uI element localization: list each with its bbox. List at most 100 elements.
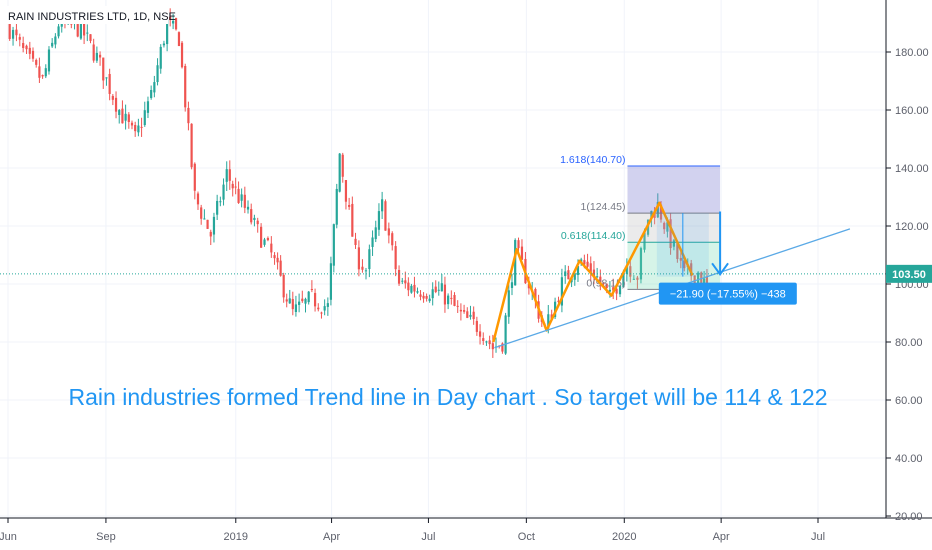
candle-body — [260, 226, 263, 248]
candle-body — [279, 260, 282, 276]
candle-body — [659, 204, 663, 220]
fib-level-label: 1(124.45) — [581, 201, 626, 213]
candle-body — [605, 283, 608, 289]
candle-body — [447, 295, 450, 305]
candle-body — [246, 206, 250, 210]
x-tick-label: 2019 — [224, 531, 248, 543]
candle-body — [450, 297, 453, 299]
y-tick-label: 40.00 — [895, 453, 923, 465]
candle-body — [250, 209, 253, 223]
candle-body — [44, 68, 47, 77]
candle-body — [243, 194, 246, 208]
candle-body — [25, 45, 28, 50]
candle-body — [51, 42, 54, 47]
candle-body — [341, 154, 344, 177]
candle-body — [344, 180, 348, 202]
x-tick-label: Oct — [518, 531, 535, 543]
candle-body — [153, 82, 156, 93]
candle-body — [162, 43, 166, 46]
candle-body — [364, 270, 368, 272]
candle-body — [273, 255, 276, 259]
candle-body — [86, 32, 89, 34]
candle-body — [307, 291, 310, 303]
candle-body — [482, 338, 485, 341]
candle-body — [401, 280, 404, 282]
candle-body — [357, 247, 360, 270]
candle-body — [276, 257, 279, 263]
candle-body — [462, 310, 466, 312]
candle-body — [504, 315, 507, 354]
candle-body — [159, 46, 162, 69]
candle-body — [419, 294, 422, 297]
candle-body — [320, 312, 323, 314]
x-tick-label: Jul — [421, 531, 435, 543]
candle-body — [102, 57, 105, 81]
candle-body — [422, 295, 425, 299]
candle-body — [35, 59, 38, 65]
y-tick-label: 120.00 — [895, 221, 929, 233]
candle-body — [329, 263, 333, 300]
x-tick-label: Apr — [323, 531, 340, 543]
candle-body — [485, 341, 488, 343]
time-axis[interactable]: Jun Sep 2019 Apr Jul Oct 2020 Apr Jul — [0, 518, 825, 543]
candle-body — [92, 44, 95, 61]
candle-body — [140, 126, 143, 128]
candle-body — [38, 66, 41, 78]
x-tick-label: 2020 — [612, 531, 636, 543]
candle-body — [514, 239, 517, 286]
candle-body — [288, 298, 291, 304]
candle-body — [15, 29, 18, 36]
candle-body — [361, 266, 364, 270]
candle-body — [216, 200, 219, 215]
fib-level-label: 0.618(114.40) — [561, 230, 626, 242]
candle-body — [510, 282, 514, 288]
candle-body — [351, 203, 354, 237]
candle-body — [371, 237, 374, 247]
candle-body — [384, 201, 387, 231]
candle-body — [174, 18, 178, 30]
candle-body — [573, 273, 576, 280]
y-tick-label: 60.00 — [895, 395, 923, 407]
y-tick-label: 180.00 — [895, 47, 929, 59]
x-tick-label: Jul — [811, 531, 825, 543]
candle-body — [639, 248, 643, 280]
candle-body — [592, 269, 596, 278]
candle-body — [387, 228, 390, 236]
candle-body — [453, 295, 456, 306]
candle-body — [491, 343, 494, 350]
candle-body — [338, 153, 341, 192]
candle-body — [79, 18, 83, 39]
candle-body — [434, 286, 437, 293]
candle-body — [443, 284, 447, 305]
candle-body — [425, 296, 428, 299]
candle-body — [437, 289, 440, 291]
candle-body — [219, 201, 222, 203]
candle-body — [310, 289, 313, 291]
candle-body — [459, 309, 462, 312]
candle-body — [416, 291, 419, 293]
y-tick-label: 20.00 — [895, 511, 923, 523]
candle-body — [114, 97, 118, 112]
candle-body — [501, 343, 504, 352]
candle-body — [111, 95, 114, 100]
candle-body — [663, 222, 666, 230]
measure-label: −21.90 (−17.55%) −438 — [670, 289, 786, 301]
candle-body — [335, 188, 338, 225]
candle-body — [656, 202, 659, 218]
candle-body — [507, 290, 510, 317]
candle-body — [89, 34, 92, 41]
candle-body — [76, 21, 79, 37]
candle-body — [404, 280, 407, 284]
candle-body — [527, 283, 530, 289]
candle-body — [643, 232, 646, 250]
y-tick-label: 80.00 — [895, 337, 923, 349]
candle-body — [98, 54, 102, 58]
candle-body — [285, 299, 288, 302]
candle-body — [298, 301, 301, 305]
candle-body — [612, 287, 615, 291]
candle-body — [169, 16, 172, 21]
candle-body — [456, 305, 459, 307]
candle-body — [121, 108, 124, 124]
candle-body — [666, 222, 669, 232]
